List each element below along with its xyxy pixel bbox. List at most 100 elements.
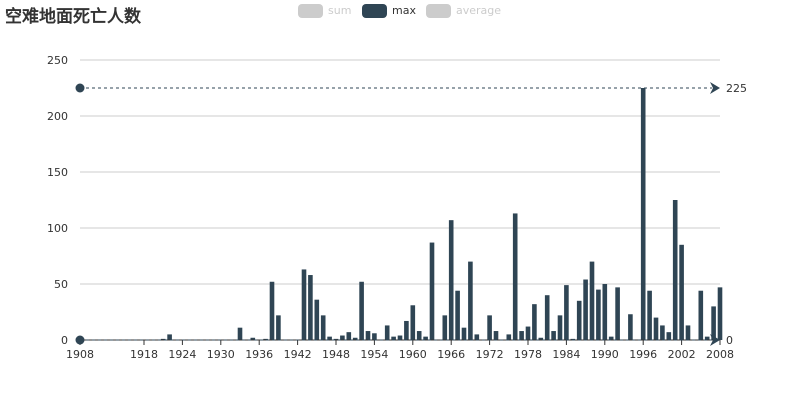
bar[interactable]	[660, 325, 665, 340]
bar[interactable]	[340, 335, 345, 340]
bar[interactable]	[717, 287, 723, 340]
y-tick-label: 50	[54, 278, 68, 291]
bar[interactable]	[416, 331, 422, 340]
bar[interactable]	[576, 300, 582, 340]
bar[interactable]	[564, 285, 569, 340]
bar[interactable]	[391, 336, 396, 340]
bar[interactable]	[653, 317, 659, 340]
bar[interactable]	[269, 281, 275, 340]
bar[interactable]	[544, 295, 550, 340]
bar[interactable]	[647, 290, 652, 340]
bars	[160, 88, 723, 340]
bar[interactable]	[397, 335, 403, 340]
x-tick-label: 1960	[399, 348, 427, 361]
bar[interactable]	[237, 327, 243, 340]
x-tick-label: 1990	[591, 348, 619, 361]
bar[interactable]	[685, 325, 691, 340]
bar[interactable]	[423, 336, 428, 340]
x-tick-label: 2002	[668, 348, 696, 361]
legend-swatch-max	[362, 4, 387, 18]
bar[interactable]	[512, 213, 518, 340]
bar[interactable]	[160, 338, 166, 340]
bar[interactable]	[628, 314, 633, 340]
mark-line-label: 0	[726, 334, 733, 347]
x-tick-label: 1978	[514, 348, 542, 361]
bar[interactable]	[461, 327, 467, 340]
bar[interactable]	[506, 334, 512, 340]
bar[interactable]	[301, 269, 307, 340]
bar[interactable]	[698, 290, 704, 340]
bar[interactable]	[525, 326, 531, 340]
bar[interactable]	[167, 334, 172, 340]
bar[interactable]	[679, 244, 684, 340]
bar[interactable]	[404, 320, 409, 340]
bar[interactable]	[308, 275, 313, 340]
bar[interactable]	[583, 279, 588, 340]
x-tick-label: 1948	[322, 348, 350, 361]
bar[interactable]	[410, 305, 416, 340]
bar[interactable]	[538, 337, 544, 340]
bar[interactable]	[704, 336, 710, 340]
bar[interactable]	[557, 315, 563, 340]
bar[interactable]	[474, 334, 480, 340]
bar[interactable]	[596, 289, 601, 340]
legend-swatch-average	[426, 4, 451, 18]
bar[interactable]	[602, 284, 608, 340]
x-tick-label: 1930	[207, 348, 235, 361]
bar[interactable]	[711, 306, 716, 340]
bar[interactable]	[359, 281, 364, 340]
bar[interactable]	[250, 337, 256, 340]
legend-item-max[interactable]: max	[362, 4, 416, 18]
bar[interactable]	[666, 332, 672, 340]
x-axis: 1908 1918 1924 1930 1936 1942 1948 1954 1960 1966…	[66, 339, 734, 361]
y-tick-label: 250	[47, 54, 68, 67]
x-tick-label: 1972	[476, 348, 504, 361]
bar[interactable]	[640, 88, 646, 340]
x-tick-label: 1936	[245, 348, 273, 361]
legend: sum max average	[0, 4, 800, 22]
y-tick-label: 200	[47, 110, 68, 123]
bar[interactable]	[455, 290, 460, 340]
bar[interactable]	[365, 331, 371, 340]
legend-item-sum[interactable]: sum	[298, 4, 351, 18]
legend-label-max: max	[392, 4, 416, 17]
bar[interactable]	[327, 336, 332, 340]
bar[interactable]	[615, 287, 620, 340]
y-tick-label: 150	[47, 166, 68, 179]
bar[interactable]	[448, 220, 454, 340]
x-tick-label: 1966	[437, 348, 465, 361]
x-tick-label: 1996	[629, 348, 657, 361]
bar[interactable]	[532, 304, 537, 340]
chart-title: 空难地面死亡人数	[5, 7, 141, 27]
x-tick-label: 1954	[360, 348, 388, 361]
x-tick-label: 1924	[168, 348, 196, 361]
bar[interactable]	[570, 338, 576, 340]
bar[interactable]	[442, 315, 448, 340]
bar[interactable]	[384, 325, 390, 340]
bar[interactable]	[487, 315, 492, 340]
x-tick-label: 1942	[284, 348, 312, 361]
x-tick-label: 1908	[66, 348, 94, 361]
legend-item-average[interactable]: average	[426, 4, 501, 18]
bar[interactable]	[551, 331, 556, 340]
bar[interactable]	[276, 315, 281, 340]
grid-lines	[80, 59, 720, 285]
bar[interactable]	[263, 338, 268, 340]
bar[interactable]	[333, 338, 339, 340]
bar[interactable]	[519, 331, 524, 340]
bar[interactable]	[314, 299, 320, 340]
bar[interactable]	[372, 333, 377, 340]
y-tick-label: 0	[61, 334, 68, 347]
bar[interactable]	[468, 261, 473, 340]
legend-label-sum: sum	[328, 4, 352, 17]
bar[interactable]	[352, 337, 358, 340]
bar[interactable]	[346, 332, 352, 340]
bar[interactable]	[320, 315, 326, 340]
mark-line-label: 225	[726, 82, 747, 95]
bar[interactable]	[608, 336, 614, 340]
bar[interactable]	[493, 331, 499, 340]
bar[interactable]	[589, 261, 595, 340]
bar[interactable]	[429, 242, 435, 340]
mark-line-start-dot	[75, 83, 85, 93]
bar[interactable]	[672, 200, 678, 340]
